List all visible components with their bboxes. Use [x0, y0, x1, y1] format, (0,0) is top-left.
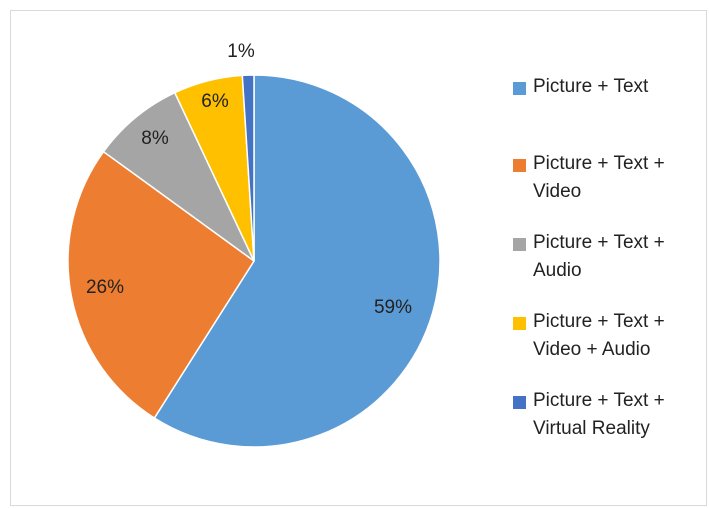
- pie-slice-3: [102, 91, 255, 262]
- legend-label-line2: Video + Audio: [533, 339, 651, 360]
- pie-slices: [67, 74, 441, 448]
- legend-item-picture-text-video-audio: Picture + Text + Video + Audio: [513, 311, 703, 364]
- legend-label: Picture + Text + Video: [533, 150, 665, 206]
- legend-item-picture-text: Picture + Text: [513, 76, 703, 101]
- pie-slice-1: [153, 74, 441, 448]
- legend-item-picture-text-audio: Picture + Text + Audio: [513, 232, 703, 285]
- pie-data-label-1: 59%: [374, 297, 412, 318]
- pie-slice-2: [67, 150, 256, 420]
- legend-label-line2: Audio: [533, 260, 582, 281]
- legend-label-line1: Picture + Text +: [533, 390, 665, 411]
- pie-data-label-5: 1%: [227, 41, 255, 62]
- legend-label-line1: Picture + Text: [533, 76, 649, 97]
- legend-label-line1: Picture + Text +: [533, 153, 665, 174]
- legend-label: Picture + Text: [533, 73, 648, 101]
- pie-slice-5: [241, 74, 255, 262]
- legend-swatch: [513, 159, 526, 172]
- legend-label: Picture + Text + Audio: [533, 229, 665, 285]
- legend-label: Picture + Text + Video + Audio: [533, 308, 665, 364]
- legend-label-line1: Picture + Text +: [533, 311, 665, 332]
- legend-item-picture-text-video: Picture + Text + Video: [513, 153, 703, 206]
- pie-data-label-3: 8%: [141, 128, 169, 149]
- legend-label: Picture + Text + Virtual Reality: [533, 387, 665, 443]
- legend-label-line2: Virtual Reality: [533, 418, 650, 439]
- pie-data-label-4: 6%: [201, 91, 229, 112]
- legend-swatch: [513, 82, 526, 95]
- pie-data-label-2: 26%: [86, 277, 124, 298]
- pie-data-labels: 59% 26% 8% 6% 1%: [86, 41, 412, 318]
- legend-swatch: [513, 238, 526, 251]
- legend-item-picture-text-virtual-reality: Picture + Text + Virtual Reality: [513, 390, 703, 443]
- legend-swatch: [513, 317, 526, 330]
- legend-swatch: [513, 396, 526, 409]
- legend-label-line1: Picture + Text +: [533, 232, 665, 253]
- legend-label-line2: Video: [533, 181, 582, 202]
